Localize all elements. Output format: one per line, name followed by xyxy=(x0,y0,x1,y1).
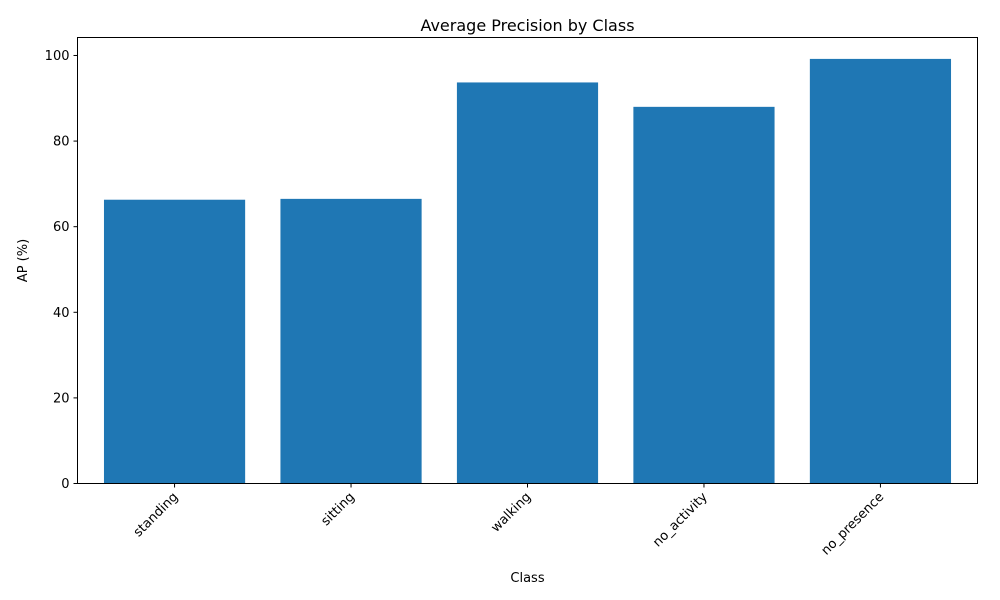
x-axis: standing sitting walking no_activity no_pres… xyxy=(131,483,888,559)
y-tick-label: 80 xyxy=(53,135,70,150)
y-tick-label: 60 xyxy=(53,220,70,235)
x-tick-label-sitting: sitting xyxy=(318,490,357,529)
bar-no_presence xyxy=(809,58,952,484)
bar-standing xyxy=(103,199,246,484)
bar-no_activity xyxy=(633,106,775,484)
y-tick-label: 20 xyxy=(53,391,70,406)
x-tick-label-standing: standing xyxy=(131,490,182,541)
x-axis-label: Class xyxy=(510,571,544,586)
x-tick-label-walking: walking xyxy=(488,490,534,536)
x-tick-label-no_presence: no_presence xyxy=(819,490,888,559)
y-axis: 0 20 40 60 80 100 xyxy=(45,49,78,492)
y-tick-label: 40 xyxy=(53,306,70,321)
y-tick-label: 0 xyxy=(61,477,69,492)
bar-walking xyxy=(456,82,599,484)
y-axis-label: AP (%) xyxy=(16,239,31,282)
bar-sitting xyxy=(280,198,422,484)
x-tick-label-no_activity: no_activity xyxy=(650,490,711,551)
chart-title: Average Precision by Class xyxy=(420,16,634,35)
plot-frame xyxy=(77,37,978,484)
bars-group xyxy=(103,58,952,484)
y-tick-label: 100 xyxy=(45,49,70,64)
